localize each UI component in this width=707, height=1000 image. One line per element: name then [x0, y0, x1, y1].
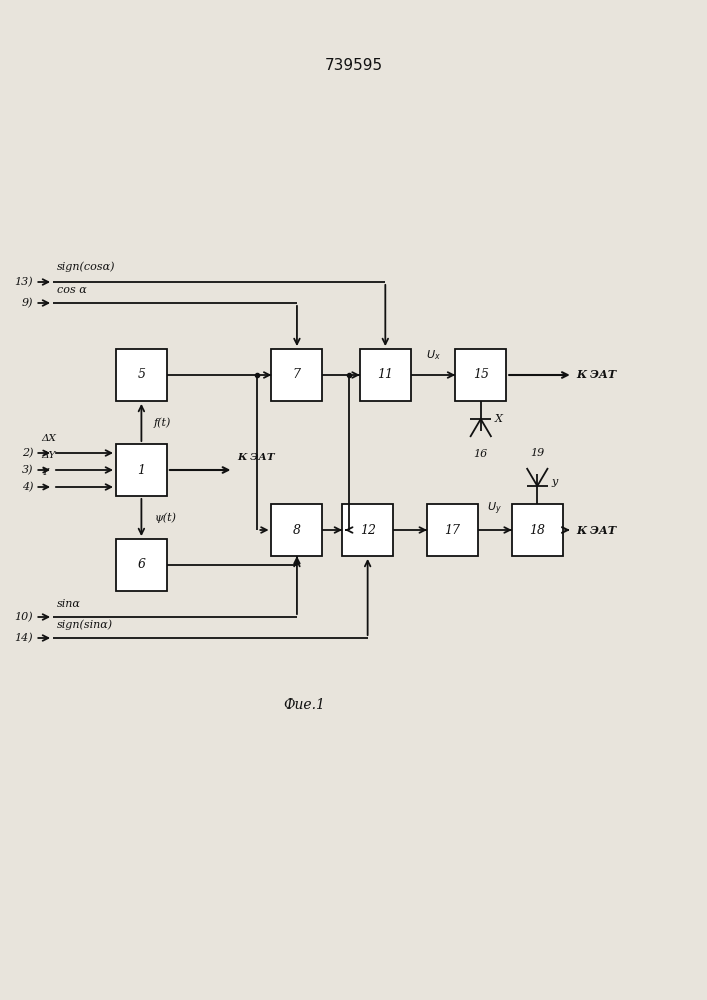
Bar	[116, 349, 167, 401]
Bar	[342, 504, 393, 556]
Text: 16: 16	[474, 449, 488, 459]
Text: ΔY: ΔY	[41, 451, 55, 460]
Text: 3): 3)	[22, 465, 33, 475]
Text: 6: 6	[137, 558, 146, 572]
Text: 10): 10)	[15, 612, 33, 622]
Text: 1: 1	[137, 464, 146, 477]
Text: $U_x$: $U_x$	[426, 348, 440, 362]
Text: 18: 18	[530, 524, 545, 536]
Text: 13): 13)	[15, 277, 33, 287]
Text: 8: 8	[293, 524, 301, 536]
Text: Фue.1: Фue.1	[283, 698, 325, 712]
Bar	[271, 349, 322, 401]
Text: 14): 14)	[15, 633, 33, 643]
Bar	[116, 444, 167, 496]
Text: 739595: 739595	[325, 57, 382, 73]
Text: 17: 17	[445, 524, 460, 536]
Bar	[271, 504, 322, 556]
Bar	[360, 349, 411, 401]
Text: X: X	[495, 414, 503, 424]
Bar	[512, 504, 563, 556]
Bar	[455, 349, 506, 401]
Bar	[116, 539, 167, 591]
Text: К ЭАТ: К ЭАТ	[576, 369, 617, 380]
Text: ΔX: ΔX	[41, 434, 56, 443]
Text: 5: 5	[137, 368, 146, 381]
Text: ψ(t): ψ(t)	[154, 512, 176, 523]
Text: sign(cosα): sign(cosα)	[57, 261, 115, 272]
Text: 4): 4)	[22, 482, 33, 492]
Text: К ЭАТ: К ЭАТ	[237, 453, 274, 462]
Text: 15: 15	[473, 368, 489, 381]
Text: К ЭАТ: К ЭАТ	[576, 524, 617, 536]
Text: sinα: sinα	[57, 599, 81, 609]
Text: sign(sinα): sign(sinα)	[57, 619, 112, 630]
Text: 12: 12	[360, 524, 375, 536]
Text: $U_y$: $U_y$	[488, 501, 502, 517]
Text: 19: 19	[530, 448, 544, 458]
Text: 11: 11	[378, 368, 393, 381]
Text: f(t): f(t)	[154, 417, 172, 428]
Text: 7: 7	[293, 368, 301, 381]
Text: y: y	[551, 477, 558, 487]
Text: 2): 2)	[22, 448, 33, 458]
Bar	[427, 504, 478, 556]
Text: 9): 9)	[22, 298, 33, 308]
Text: Y: Y	[41, 468, 48, 477]
Text: cos α: cos α	[57, 285, 86, 295]
